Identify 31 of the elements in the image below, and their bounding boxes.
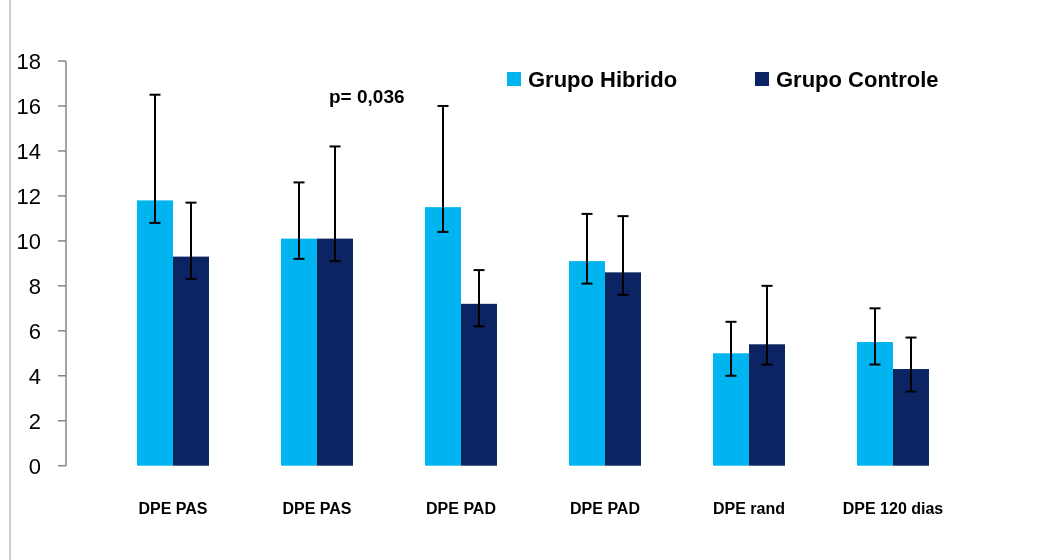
x-tick-label: DPE PAS: [138, 500, 208, 517]
bar: [425, 207, 461, 466]
bar: [317, 238, 353, 466]
x-tick-label: DPE PAD: [426, 500, 496, 517]
y-tick-label: 12: [16, 183, 41, 209]
legend-label: Grupo Hibrido: [528, 66, 678, 92]
bar: [137, 200, 173, 466]
y-tick-label: 10: [16, 228, 41, 254]
x-tick-label: DPE rand: [712, 500, 786, 517]
legend-label: Grupo Controle: [776, 66, 939, 92]
bar: [605, 272, 641, 466]
y-tick-label: 2: [28, 408, 41, 434]
bar: [857, 342, 893, 466]
y-tick-label: 14: [16, 138, 41, 164]
annotation: p= 0,036: [329, 86, 405, 107]
x-tick-label: DPE PAD: [570, 500, 640, 517]
bar: [569, 261, 605, 466]
y-tick-label: 8: [28, 273, 41, 299]
x-tick-label: DPE PAS: [282, 500, 352, 517]
y-tick-label: 0: [28, 453, 41, 479]
y-tick-label: 18: [16, 48, 41, 74]
y-tick-label: 6: [28, 318, 41, 344]
bar: [749, 344, 785, 466]
x-tick-label: DPE 120 dias: [842, 500, 944, 517]
bar: [893, 369, 929, 466]
bar: [173, 256, 209, 466]
bar: [461, 303, 497, 466]
bar: [281, 238, 317, 466]
y-tick-label: 4: [28, 363, 41, 389]
y-tick-label: 16: [16, 93, 41, 119]
bar: [713, 353, 749, 466]
